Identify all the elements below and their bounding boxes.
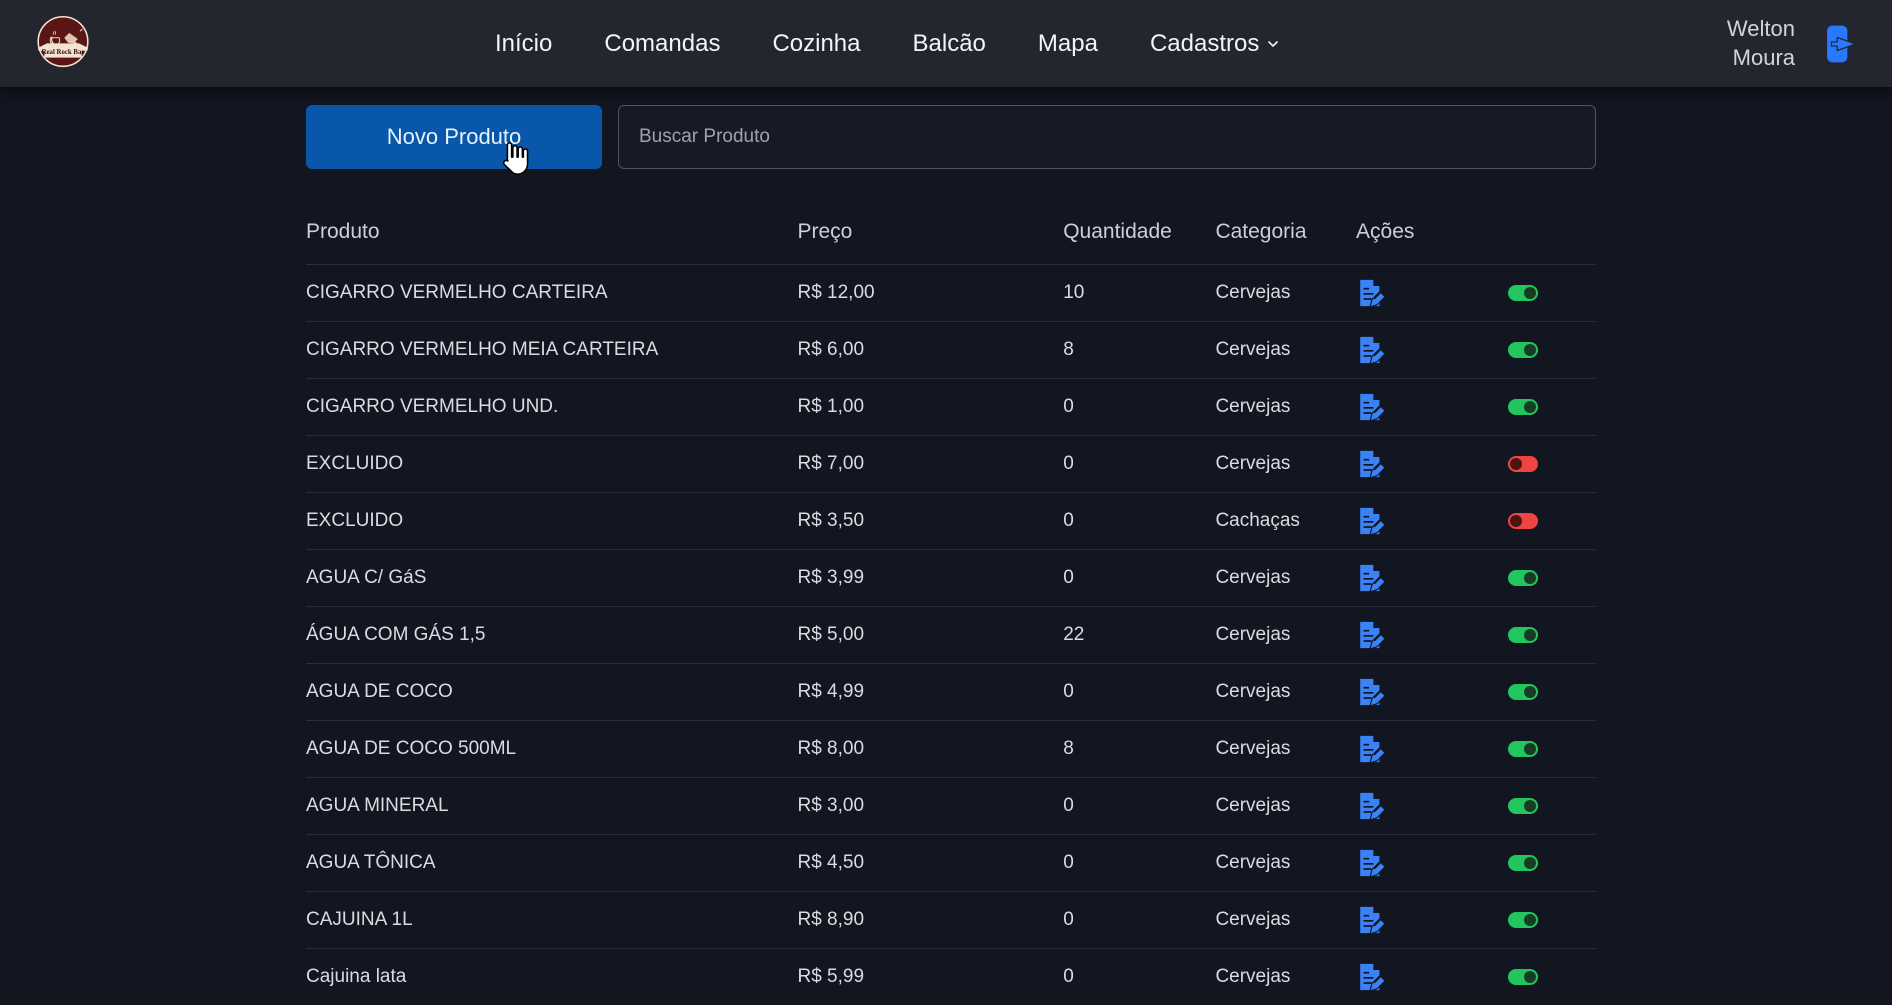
svg-text:Real Rock Bar: Real Rock Bar: [42, 48, 85, 55]
svg-text:& Lcf: & Lcf: [58, 56, 68, 61]
